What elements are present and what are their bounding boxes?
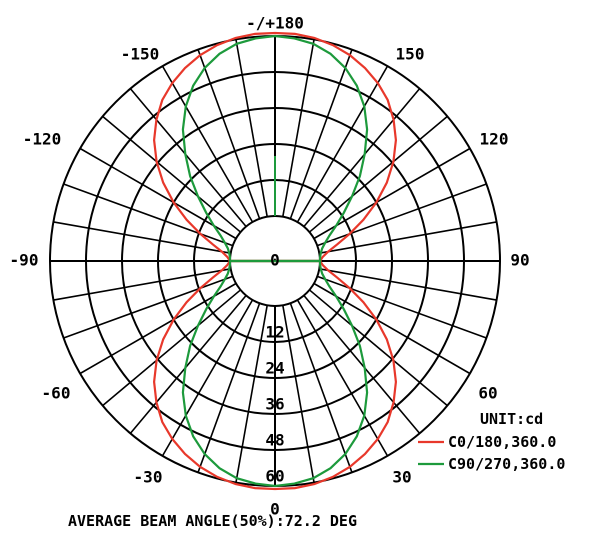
angle-label: -/+180 bbox=[246, 14, 304, 33]
radial-tick-labels: 0 12 24 36 48 60 bbox=[265, 251, 284, 486]
spoke-line bbox=[317, 275, 487, 339]
spoke-line bbox=[102, 115, 242, 233]
spoke-line bbox=[282, 39, 315, 217]
intensity-curves bbox=[152, 31, 398, 491]
spoke-line bbox=[197, 303, 261, 473]
angle-label: 150 bbox=[396, 45, 425, 64]
angle-label: 30 bbox=[392, 468, 411, 487]
radial-tick-label: 60 bbox=[265, 467, 284, 486]
spoke-line bbox=[235, 305, 268, 483]
spoke-line bbox=[289, 303, 353, 473]
spoke-line bbox=[161, 299, 254, 457]
spoke-line bbox=[63, 275, 233, 339]
spoke-line bbox=[313, 282, 471, 375]
angle-label: -60 bbox=[42, 384, 71, 403]
spoke-line bbox=[319, 221, 497, 254]
radial-tick-label: 24 bbox=[265, 359, 284, 378]
spoke-line bbox=[79, 147, 237, 240]
angle-label: -30 bbox=[134, 468, 163, 487]
angle-label: 0 bbox=[270, 500, 280, 519]
legend-entry: C90/270,360.0 bbox=[448, 455, 565, 473]
legend: UNIT:cd C0/180,360.0 C90/270,360.0 bbox=[418, 410, 565, 473]
angle-label: 90 bbox=[510, 251, 529, 270]
spoke-line bbox=[319, 268, 497, 301]
spoke-line bbox=[161, 65, 254, 223]
spoke-line bbox=[303, 294, 421, 434]
spoke-line bbox=[235, 39, 268, 217]
polar-grid bbox=[49, 35, 501, 487]
legend-entry: C0/180,360.0 bbox=[448, 433, 556, 451]
angle-label: -90 bbox=[10, 251, 39, 270]
radial-tick-label: 0 bbox=[270, 251, 280, 270]
beam-angle-footer: AVERAGE BEAM ANGLE(50%):72.2 DEG bbox=[68, 512, 357, 530]
ring-circle bbox=[121, 107, 429, 415]
spoke-line bbox=[303, 88, 421, 228]
spoke-line bbox=[129, 294, 247, 434]
angle-label: -150 bbox=[121, 45, 160, 64]
spoke-line bbox=[296, 65, 389, 223]
spoke-line bbox=[53, 268, 231, 301]
spoke-line bbox=[308, 115, 448, 233]
spoke-line bbox=[63, 183, 233, 247]
spoke-line bbox=[289, 49, 353, 219]
spoke-line bbox=[282, 305, 315, 483]
spoke-line bbox=[317, 183, 487, 247]
spoke-line bbox=[129, 88, 247, 228]
spoke-line bbox=[102, 289, 242, 407]
spoke-line bbox=[79, 282, 237, 375]
spoke-line bbox=[197, 49, 261, 219]
series-curve-upper-2 bbox=[181, 34, 369, 263]
ring-circle bbox=[85, 71, 465, 451]
angle-label: 120 bbox=[480, 130, 509, 149]
angle-label: -120 bbox=[23, 130, 62, 149]
radial-tick-label: 48 bbox=[265, 431, 284, 450]
radial-tick-label: 36 bbox=[265, 395, 284, 414]
angle-label: 60 bbox=[478, 384, 497, 403]
radial-tick-label: 12 bbox=[265, 323, 284, 342]
spoke-line bbox=[313, 147, 471, 240]
spoke-line bbox=[296, 299, 389, 457]
unit-label: UNIT:cd bbox=[480, 410, 543, 428]
ring-circle bbox=[157, 143, 393, 379]
spoke-line bbox=[308, 289, 448, 407]
spoke-line bbox=[53, 221, 231, 254]
